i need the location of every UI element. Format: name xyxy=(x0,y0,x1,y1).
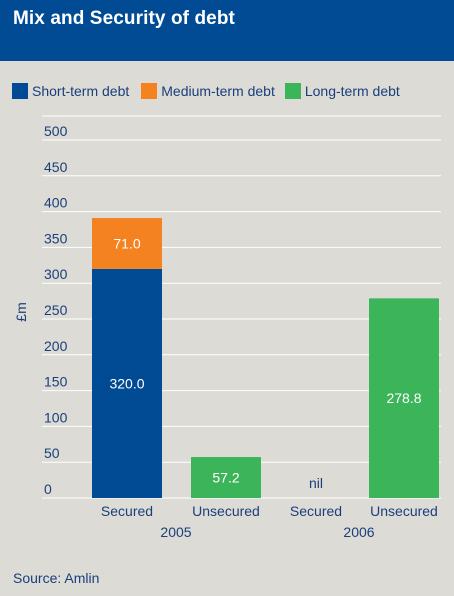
y-tick-label: 400 xyxy=(44,195,68,211)
y-tick-label: 200 xyxy=(44,338,68,354)
x-category-label: Secured xyxy=(101,503,153,519)
legend-swatch-medium-term xyxy=(141,83,158,99)
y-tick-label: 50 xyxy=(44,445,60,461)
chart-title: Mix and Security of debt xyxy=(13,8,235,29)
x-group-label: 2005 xyxy=(160,524,191,540)
legend-label-medium-term: Medium-term debt xyxy=(161,83,275,99)
legend-item-medium-term: Medium-term debt xyxy=(141,83,275,99)
data-label: 71.0 xyxy=(113,235,140,251)
x-group-label: 2006 xyxy=(343,524,374,540)
data-label: 320.0 xyxy=(109,375,144,391)
data-label: 278.8 xyxy=(386,390,421,406)
x-category-label: Secured xyxy=(290,503,342,519)
legend-item-short-term: Short-term debt xyxy=(12,83,129,99)
y-tick-label: 350 xyxy=(44,230,68,246)
bar-segment xyxy=(92,268,162,498)
y-tick-label: 300 xyxy=(44,266,68,282)
y-tick-label: 150 xyxy=(44,374,68,390)
legend-label-long-term: Long-term debt xyxy=(304,83,400,99)
y-tick-label: 100 xyxy=(44,409,68,425)
y-axis-label: £m xyxy=(13,302,29,321)
y-tick-label: 250 xyxy=(44,302,68,318)
data-label: 57.2 xyxy=(212,470,239,486)
y-tick-label: 450 xyxy=(44,159,68,175)
legend-item-long-term: Long-term debt xyxy=(284,83,400,99)
source-note: Source: Amlin xyxy=(13,570,100,586)
y-tick-label: 0 xyxy=(44,481,52,497)
legend-swatch-short-term xyxy=(12,83,28,99)
annotation-label: nil xyxy=(309,475,323,491)
chart-legend: Short-term debt Medium-term debt Long-te… xyxy=(12,82,414,100)
bar-segment xyxy=(369,298,439,498)
legend-label-short-term: Short-term debt xyxy=(32,83,130,99)
chart-header: Mix and Security of debt xyxy=(0,0,454,61)
x-category-label: Unsecured xyxy=(370,503,438,519)
bar-segment xyxy=(92,218,162,269)
y-tick-label: 500 xyxy=(44,123,68,139)
x-category-label: Unsecured xyxy=(192,503,260,519)
bar-segment xyxy=(191,457,261,498)
legend-swatch-long-term xyxy=(284,83,301,99)
